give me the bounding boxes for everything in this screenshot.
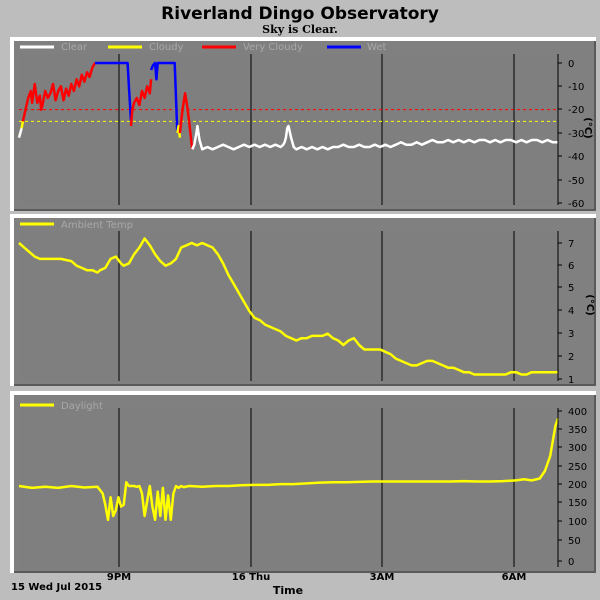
sky-y-axis-label: (°C) [582,117,593,138]
daylight-y-tick-label: 0 [568,557,574,568]
sky-y-tick-label: 0 [568,59,574,70]
daylight-y-tick-label: 50 [568,536,581,547]
daylight-y-tick-label: 200 [568,480,587,491]
sky-y-tick-label: -60 [568,199,584,210]
ambient-series [18,237,558,376]
sky-grid [19,54,558,205]
daylight-grid [118,408,515,567]
ambient-panel: 7 6 5 4 3 2 1 (°C) Ambient Temp [10,214,596,386]
x-axis-label: Time [273,584,303,597]
ambient-y-tick-label: 7 [568,239,574,250]
legend-label-ambient: Ambient Temp [61,220,133,231]
chart-subtitle: Sky is Clear. [262,23,338,36]
ambient-y-tick-label: 6 [568,261,574,272]
sky-series-very_cloudy [21,62,96,122]
sky-series-very_cloudy [129,79,153,127]
sky-series-cloudy [20,121,25,129]
sky-y-tick-label: -40 [568,152,584,163]
daylight-y-tick-label: 250 [568,462,587,473]
legend-label-very-cloudy: Very Cloudy [243,42,303,53]
sky-series [17,61,558,151]
ambient-plot-area [19,231,558,381]
ambient-y-tick-label: 3 [568,329,574,340]
legend-label-cloudy: Cloudy [149,42,184,53]
ambient-legend: Ambient Temp [20,220,133,231]
ambient-y-axis-label: (°C) [584,294,595,315]
sky-series-clear [191,124,558,151]
chart-title: Riverland Dingo Observatory [161,4,439,24]
daylight-plot-area [19,408,558,567]
x-tick-label: 9PM [107,572,131,583]
sky-series-cloudy [176,124,182,138]
sky-series-wet [94,61,133,122]
ambient-y-tick-label: 5 [568,283,574,294]
sky-y-tick-label: -10 [568,82,584,93]
sky-legend: Clear Cloudy Very Cloudy Wet [20,42,386,53]
daylight-y-tick-label: 150 [568,498,587,509]
sky-y-axis: 0 -10 -20 -30 -40 -50 -60 [557,54,584,210]
legend-label-wet: Wet [367,42,386,53]
daylight-y-axis: 400 350 300 250 200 150 100 50 0 [557,407,587,568]
daylight-panel: 400 350 300 250 200 150 100 50 0 Daylight [10,391,596,573]
legend-label-clear: Clear [61,42,88,53]
x-tick-label: 6AM [502,572,527,583]
daylight-legend: Daylight [20,401,103,412]
sky-y-tick-label: -50 [568,176,584,187]
daylight-y-tick-label: 400 [568,407,587,418]
daylight-y-tick-label: 300 [568,443,587,454]
daylight-y-tick-label: 100 [568,517,587,528]
ambient-grid [118,231,515,381]
sky-y-tick-label: -30 [568,129,584,140]
x-tick-label: 3AM [370,572,395,583]
x-axis-tick-labels: 9PM 16 Thu 3AM 6AM [107,572,526,583]
date-label: 15 Wed Jul 2015 [11,582,102,593]
sky-series-very_cloudy [178,92,194,150]
legend-label-daylight: Daylight [61,401,103,412]
ambient-y-tick-label: 4 [568,306,574,317]
x-tick-label: 16 Thu [232,572,270,583]
ambient-y-axis: 7 6 5 4 3 2 1 [557,231,574,386]
daylight-series [18,418,560,522]
sky-y-tick-label: -20 [568,105,584,116]
daylight-y-tick-label: 350 [568,425,587,436]
sky-series-wet [149,61,179,134]
daylight-series-line [18,418,560,522]
ambient-y-tick-label: 1 [568,375,574,386]
sky-series-clear [17,127,23,139]
sky-panel: 0 -10 -20 -30 -40 -50 -60 (°C) Clear Cloudy Ve… [10,37,596,211]
ambient-y-tick-label: 2 [568,352,574,363]
ambient-series-line [18,237,558,376]
